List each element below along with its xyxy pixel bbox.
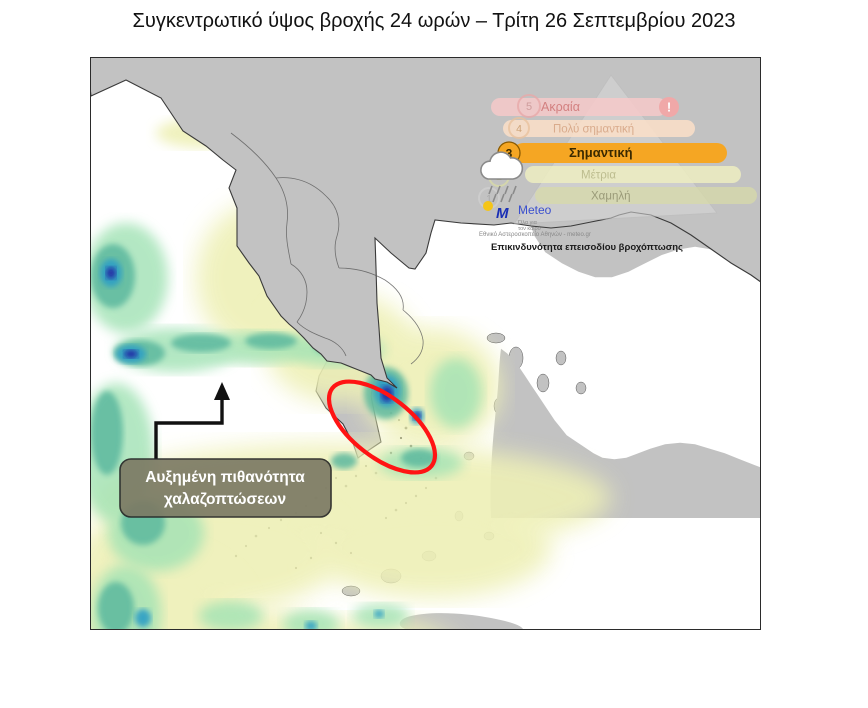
svg-text:Αυξημένη πιθανότητα: Αυξημένη πιθανότητα <box>145 469 305 486</box>
svg-text:χαλαζοπτώσεων: χαλαζοπτώσεων <box>164 491 286 508</box>
svg-text:τον καιρό: τον καιρό <box>518 225 541 232</box>
svg-text:Επικινδυνότητα επεισοδίου βροχ: Επικινδυνότητα επεισοδίου βροχόπτωσης <box>491 242 683 253</box>
svg-text:Εθνικό Αστεροσκοπείο Αθηνών -: Εθνικό Αστεροσκοπείο Αθηνών - meteo.gr <box>479 231 591 238</box>
svg-text:4: 4 <box>516 123 522 135</box>
svg-text:Ακραία: Ακραία <box>541 100 580 114</box>
svg-text:Μέτρια: Μέτρια <box>581 170 616 182</box>
svg-text:5: 5 <box>526 101 532 113</box>
svg-text:Χαμηλή: Χαμηλή <box>591 191 631 203</box>
svg-text:Σημαντική: Σημαντική <box>569 145 633 160</box>
svg-text:Meteo: Meteo <box>518 203 552 217</box>
svg-text:!: ! <box>667 100 671 115</box>
svg-text:Πολύ σημαντική: Πολύ σημαντική <box>553 124 634 136</box>
svg-text:M: M <box>496 205 509 222</box>
